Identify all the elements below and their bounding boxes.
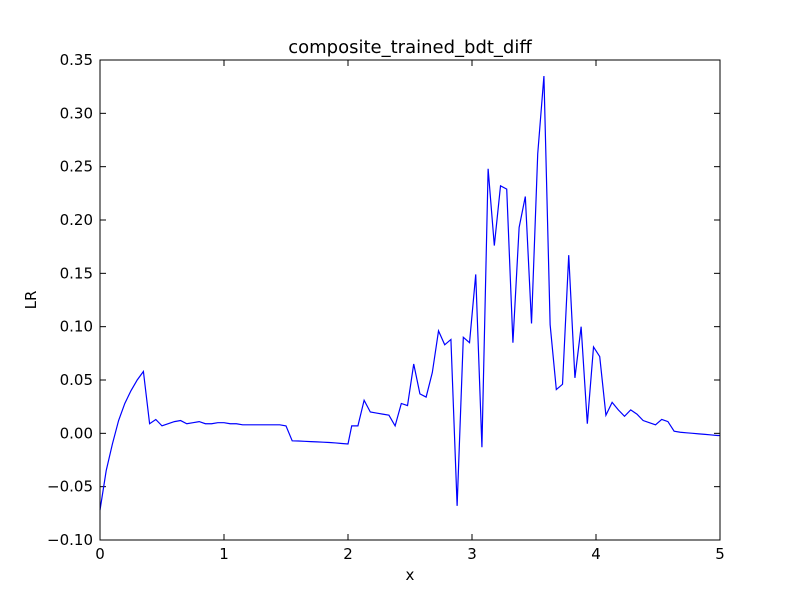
x-tick-label: 2 [343,545,353,563]
x-tick-label: 3 [467,545,477,563]
y-tick-label: 0.15 [60,264,93,282]
x-tick-label: 5 [715,545,725,563]
series-line [99,75,720,511]
tick-layer: 0 1 2 3 4 5 −0.10 −0.05 0.00 0.05 0.10 0.15 0.20 0.25… [47,51,725,563]
y-tick-label: 0.35 [60,51,93,69]
chart-title: composite_trained_bdt_diff [288,37,532,58]
y-axis-title: LR [22,291,40,310]
y-tick-label: 0.00 [60,424,93,442]
y-tick-label: 0.05 [60,371,93,389]
y-tick-label: 0.20 [60,211,93,229]
y-tick-label: 0.10 [60,318,93,336]
plot-frame [99,59,721,541]
y-tick-label: 0.30 [60,104,93,122]
x-axis-title: x [406,566,415,584]
x-tick-label: 1 [219,545,229,563]
y-tick-label: 0.25 [60,158,93,176]
y-tick-label: −0.05 [47,478,93,496]
x-tick-label: 0 [95,545,105,563]
x-tick-label: 4 [591,545,601,563]
y-tick-label: −0.10 [47,531,93,549]
